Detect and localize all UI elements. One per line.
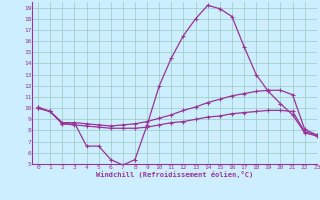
X-axis label: Windchill (Refroidissement éolien,°C): Windchill (Refroidissement éolien,°C): [96, 171, 253, 178]
